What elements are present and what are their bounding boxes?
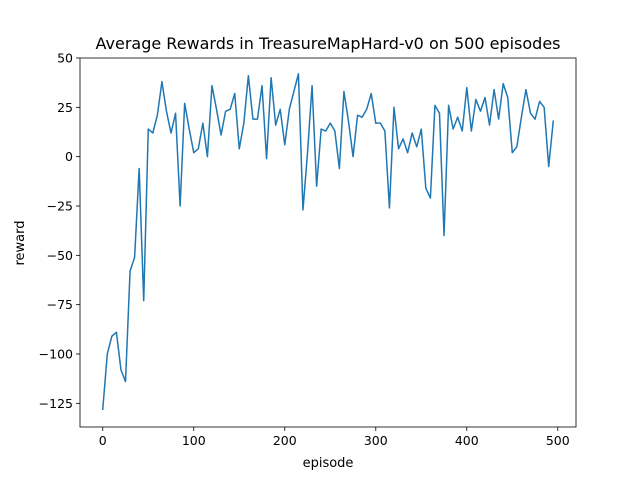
y-tick-label: −75 xyxy=(47,297,73,312)
plot-area: 0 100 200 300 400 500 −125 −100 −75 −50 −25 0 25 50 xyxy=(39,51,577,448)
x-tick-label: 300 xyxy=(364,433,388,448)
x-tick-label: 400 xyxy=(455,433,479,448)
y-tick-label: 25 xyxy=(57,100,73,115)
x-tick-label: 500 xyxy=(546,433,570,448)
y-axis-label: reward xyxy=(13,220,28,265)
x-tick-label: 200 xyxy=(273,433,297,448)
y-tick-label: −50 xyxy=(47,248,73,263)
axes-frame xyxy=(79,57,577,428)
series-line xyxy=(101,73,555,411)
y-tick-label: −25 xyxy=(47,198,73,213)
chart-title: Average Rewards in TreasureMapHard-v0 on… xyxy=(96,34,561,53)
x-axis-label: episode xyxy=(303,456,354,471)
y-tick-label: −100 xyxy=(39,346,73,361)
x-tick-label: 0 xyxy=(99,433,107,448)
y-tick-label: −125 xyxy=(39,396,73,411)
y-tick-label: 50 xyxy=(57,51,73,66)
x-tick-label: 100 xyxy=(182,433,206,448)
y-tick-label: 0 xyxy=(65,149,73,164)
